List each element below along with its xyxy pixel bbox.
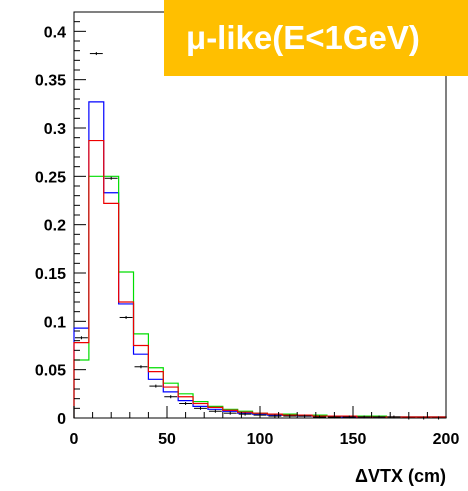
y-tick-label: 0.2 xyxy=(44,218,66,235)
x-axis-title: ΔVTX (cm) xyxy=(355,466,446,486)
series-line-2 xyxy=(73,139,447,418)
y-tick-label: 0.3 xyxy=(44,121,66,138)
y-tick-label: 0.05 xyxy=(35,363,66,380)
y-tick-label: 0.1 xyxy=(44,314,66,331)
y-tick-label: 0.15 xyxy=(35,266,66,283)
ticks-layer: 0 0.05 0.1 0.15 0.2 0.25 0.3 0.35 0.4 0 50 100 150 20… xyxy=(35,21,460,448)
x-tick-label: 0 xyxy=(70,431,79,448)
y-tick-label: 0.35 xyxy=(35,73,66,90)
x-tick-label: 100 xyxy=(247,431,274,448)
x-tick-label: 50 xyxy=(158,431,176,448)
series-line-1 xyxy=(73,175,447,418)
y-tick-label: 0.4 xyxy=(44,24,66,41)
x-tick-label: 200 xyxy=(433,431,460,448)
series-layer xyxy=(73,52,447,420)
y-tick-label: 0.25 xyxy=(35,169,66,186)
selection-banner: μ-like(E<1GeV) xyxy=(164,0,468,76)
x-tick-label: 150 xyxy=(340,431,367,448)
y-tick-label: 0 xyxy=(57,411,66,428)
series-line-0 xyxy=(73,101,447,418)
